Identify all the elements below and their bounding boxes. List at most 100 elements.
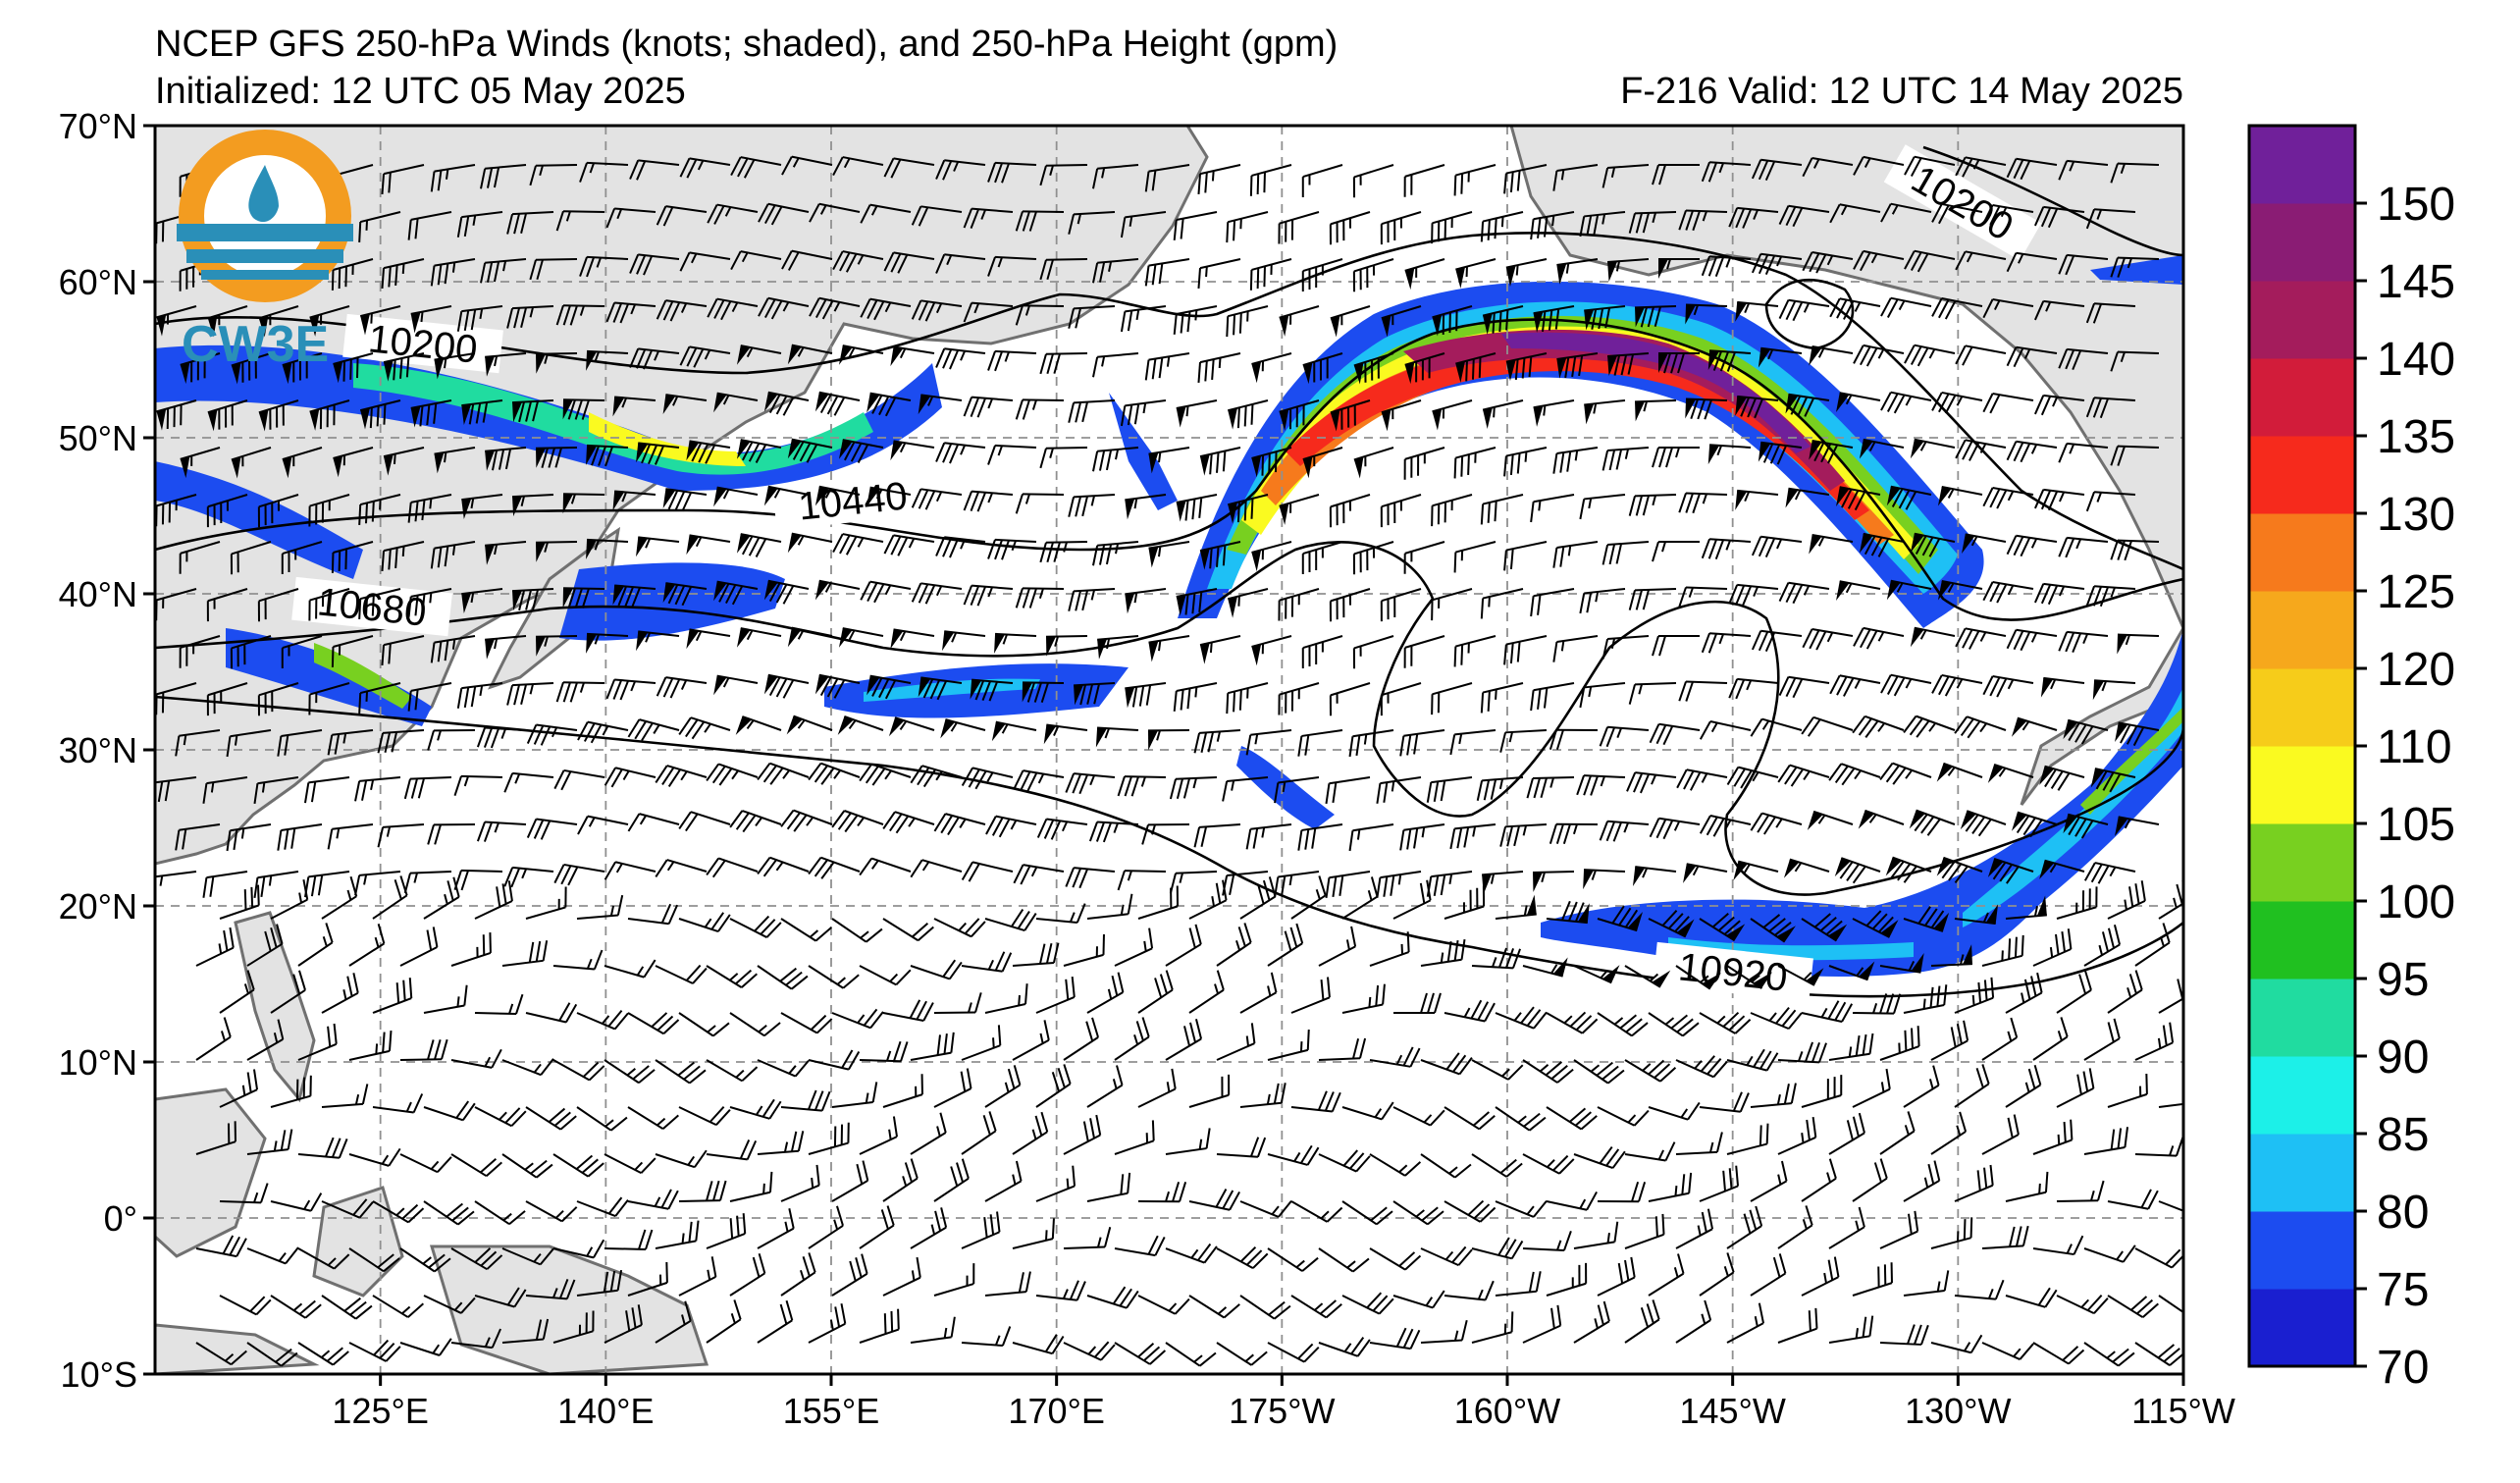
wind-barb bbox=[526, 818, 578, 840]
wind-barb bbox=[308, 588, 350, 621]
wind-barb bbox=[423, 1200, 475, 1226]
wind-barb bbox=[1573, 1221, 1619, 1249]
wind-barb bbox=[1624, 965, 1671, 988]
wind-barb bbox=[1954, 904, 1999, 926]
wind-barb bbox=[656, 205, 708, 227]
wind-barb bbox=[506, 305, 554, 329]
wind-barb bbox=[1176, 588, 1218, 616]
wind-barb bbox=[1290, 977, 1331, 1014]
wind-barb bbox=[1392, 1290, 1445, 1309]
wind-barb bbox=[1471, 1237, 1524, 1260]
colorbar-swatch bbox=[2249, 126, 2355, 204]
lat-tick-label: 60°N bbox=[59, 262, 137, 302]
wind-barb bbox=[297, 1023, 338, 1061]
wind-barb bbox=[1675, 965, 1721, 990]
wind-barb bbox=[1176, 399, 1218, 428]
wind-barb bbox=[230, 541, 272, 575]
colorbar-swatch bbox=[2249, 668, 2355, 747]
wind-barb bbox=[1480, 588, 1524, 619]
wind-barb bbox=[1981, 1225, 2029, 1249]
wind-barb bbox=[961, 767, 1014, 790]
colorbar-label: 95 bbox=[2377, 954, 2429, 1006]
wind-barb bbox=[175, 729, 221, 757]
lat-tick-label: 40°N bbox=[59, 574, 137, 614]
wind-barb bbox=[1074, 682, 1116, 706]
wind-barb bbox=[1449, 823, 1496, 850]
wind-barb bbox=[808, 1302, 847, 1344]
wind-barb bbox=[1828, 763, 1881, 786]
wind-barb bbox=[1068, 305, 1116, 329]
wind-barb bbox=[1318, 926, 1357, 967]
wind-barb bbox=[1522, 957, 1568, 978]
wind-barb bbox=[935, 159, 986, 181]
wind-barb bbox=[1954, 1064, 1990, 1108]
logo-wave bbox=[177, 224, 353, 241]
wind-barb bbox=[1852, 715, 1905, 738]
wind-barb bbox=[1701, 538, 1752, 560]
wind-barb bbox=[2083, 1245, 2136, 1263]
wind-barb bbox=[1251, 635, 1292, 666]
wind-barb bbox=[655, 765, 708, 788]
wind-barb bbox=[1228, 588, 1269, 618]
wind-barb bbox=[1329, 211, 1371, 245]
wind-barb bbox=[258, 399, 299, 432]
wind-barb bbox=[321, 875, 358, 920]
wind-barb bbox=[1035, 1165, 1076, 1202]
wind-barb bbox=[678, 1256, 717, 1297]
wind-barb bbox=[1777, 1205, 1813, 1249]
wind-barb bbox=[1039, 447, 1088, 469]
wind-barb bbox=[1599, 820, 1650, 842]
wind-barb bbox=[270, 1075, 312, 1108]
wind-barb bbox=[2110, 162, 2160, 184]
wind-barb bbox=[662, 394, 708, 414]
wind-barb bbox=[655, 1220, 700, 1249]
colorbar-label: 120 bbox=[2377, 644, 2455, 696]
wind-barb bbox=[1652, 635, 1701, 657]
wind-barb bbox=[1649, 722, 1701, 746]
contour-loop-alaska bbox=[1764, 278, 1855, 350]
wind-barb bbox=[707, 203, 759, 225]
wind-barb bbox=[730, 250, 782, 271]
wind-barb bbox=[461, 494, 503, 520]
wind-barb bbox=[808, 1049, 861, 1071]
wind-barb bbox=[736, 533, 782, 557]
wind-barb bbox=[381, 258, 425, 290]
wind-barb bbox=[206, 494, 248, 528]
wind-barb bbox=[2058, 442, 2109, 463]
wind-barb bbox=[1903, 1160, 1941, 1202]
wind-barb bbox=[1648, 1012, 1700, 1037]
wind-barb bbox=[270, 970, 306, 1014]
wind-barb bbox=[831, 1008, 884, 1030]
wind-barb bbox=[808, 762, 861, 785]
wind-barb bbox=[456, 305, 503, 332]
title-line1: NCEP GFS 250-hPa Winds (knots; shaded), … bbox=[155, 24, 1338, 65]
logo-wave bbox=[201, 270, 329, 280]
wind-barb bbox=[1267, 1144, 1320, 1166]
colorbar-label: 105 bbox=[2377, 799, 2455, 851]
lat-tick-label: 70°N bbox=[59, 106, 137, 146]
wind-barb bbox=[1495, 1006, 1548, 1030]
wind-barb bbox=[1885, 856, 1932, 883]
wind-barb bbox=[780, 1012, 833, 1034]
wind-barb bbox=[308, 682, 350, 715]
wind-barb bbox=[1120, 305, 1167, 333]
wind-barb bbox=[1904, 249, 1956, 273]
wind-barb bbox=[1701, 632, 1752, 654]
wind-barb bbox=[1937, 485, 1983, 506]
wind-barb bbox=[758, 202, 810, 226]
wind-barb bbox=[1751, 535, 1803, 558]
wind-barb bbox=[485, 447, 527, 471]
wind-barb bbox=[1726, 1123, 1769, 1155]
wind-barb bbox=[1086, 972, 1125, 1014]
wind-barb bbox=[2134, 1247, 2183, 1269]
wind-barb bbox=[1092, 258, 1139, 284]
wind-barb bbox=[576, 1106, 628, 1132]
wind-barb bbox=[1012, 1111, 1049, 1155]
wind-barb bbox=[430, 635, 476, 663]
wind-barb bbox=[1801, 1075, 1843, 1108]
wind-barb bbox=[814, 391, 861, 416]
wind-barb bbox=[2083, 1127, 2129, 1155]
lon-tick-label: 130°W bbox=[1905, 1391, 2011, 1431]
wind-barb bbox=[763, 485, 810, 506]
wind-barb bbox=[450, 932, 492, 967]
